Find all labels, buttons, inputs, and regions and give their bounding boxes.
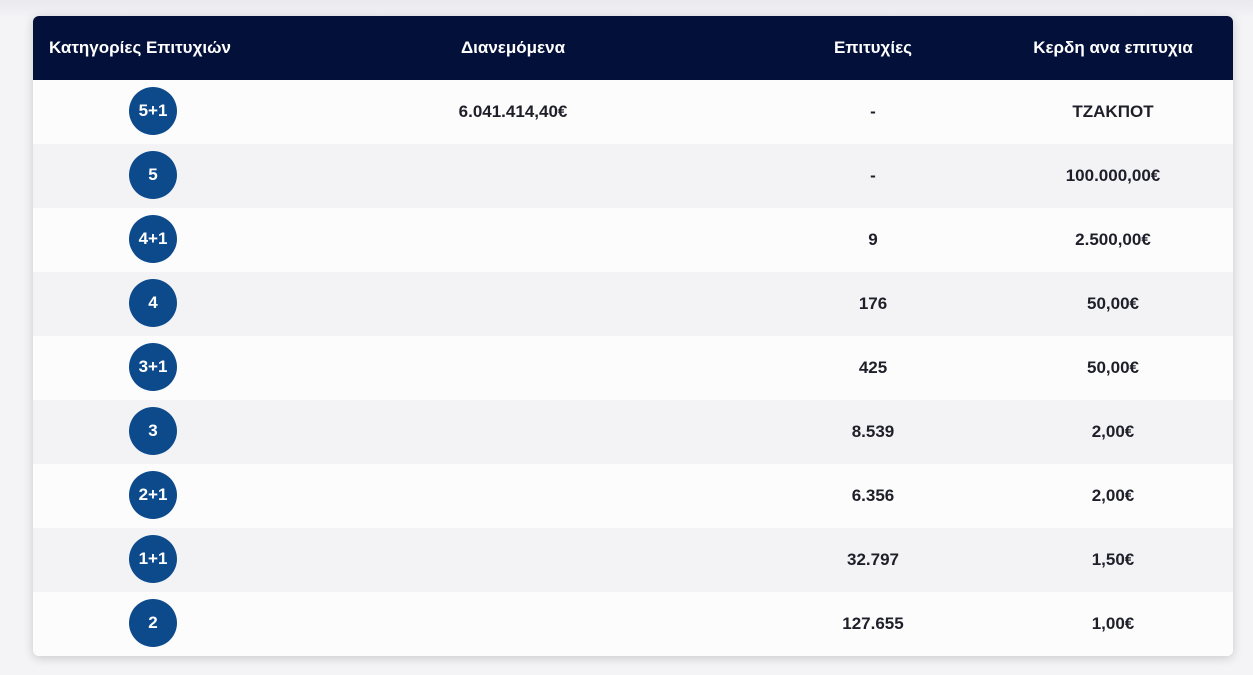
category-badge: 4 (129, 279, 177, 327)
table-row: 4+1 9 2.500,00€ (33, 208, 1233, 272)
category-cell: 3+1 (33, 336, 273, 400)
prize-cell: ΤΖΑΚΠΟΤ (1072, 102, 1154, 121)
prize-cell: 2,00€ (1091, 486, 1135, 505)
category-badge: 3+1 (129, 343, 177, 391)
winners-cell: 6.356 (851, 486, 895, 505)
winners-cell: 176 (858, 294, 888, 313)
distributed-cell (273, 208, 753, 272)
distributed-cell (273, 272, 753, 336)
prize-cell: 1,50€ (1091, 550, 1135, 569)
table-row: 2+1 6.356 2,00€ (33, 464, 1233, 528)
distributed-cell: 6.041.414,40€ (458, 102, 568, 121)
category-badge: 5 (129, 151, 177, 199)
distributed-cell (273, 592, 753, 656)
category-cell: 4 (33, 272, 273, 336)
prize-cell: 50,00€ (1087, 294, 1139, 313)
header-row: Κατηγορίες Επιτυχιών Διανεμόμενα Επιτυχί… (33, 16, 1233, 80)
table-row: 4 176 50,00€ (33, 272, 1233, 336)
category-cell: 3 (33, 400, 273, 464)
distributed-cell (273, 144, 753, 208)
winners-cell: 425 (858, 358, 888, 377)
results-card: Κατηγορίες Επιτυχιών Διανεμόμενα Επιτυχί… (33, 16, 1233, 656)
winners-cell: - (870, 166, 876, 185)
winnings-table: Κατηγορίες Επιτυχιών Διανεμόμενα Επιτυχί… (33, 16, 1233, 656)
category-badge: 2 (129, 599, 177, 647)
category-cell: 2 (33, 592, 273, 656)
category-badge: 3 (129, 407, 177, 455)
prize-cell: 100.000,00€ (1065, 166, 1161, 185)
table-row: 5+1 6.041.414,40€ - ΤΖΑΚΠΟΤ (33, 80, 1233, 144)
category-cell: 4+1 (33, 208, 273, 272)
table-row: 1+1 32.797 1,50€ (33, 528, 1233, 592)
header-prize: Κερδη ανα επιτυχια (993, 16, 1233, 80)
header-winners-label: Επιτυχίες (834, 38, 912, 57)
distributed-cell (273, 464, 753, 528)
distributed-cell (273, 400, 753, 464)
prize-cell: 2.500,00€ (1075, 230, 1151, 249)
winners-cell: 8.539 (851, 422, 895, 441)
table-header: Κατηγορίες Επιτυχιών Διανεμόμενα Επιτυχί… (33, 16, 1233, 80)
category-badge: 5+1 (129, 87, 177, 135)
table-row: 3+1 425 50,00€ (33, 336, 1233, 400)
header-winners: Επιτυχίες (753, 16, 993, 80)
header-category: Κατηγορίες Επιτυχιών (49, 38, 231, 57)
prize-cell: 1,00€ (1091, 614, 1135, 633)
header-distributed-label: Διανεμόμενα (460, 38, 566, 57)
winners-cell: 32.797 (847, 550, 899, 569)
distributed-cell (273, 528, 753, 592)
winners-cell: - (870, 102, 876, 121)
winners-cell: 127.655 (842, 614, 904, 633)
table-body: 5+1 6.041.414,40€ - ΤΖΑΚΠΟΤ 5 - 100.000,… (33, 80, 1233, 656)
table-row: 5 - 100.000,00€ (33, 144, 1233, 208)
prize-cell: 2,00€ (1091, 422, 1135, 441)
category-badge: 4+1 (129, 215, 177, 263)
header-prize-label: Κερδη ανα επιτυχια (1033, 38, 1193, 57)
distributed-cell (273, 336, 753, 400)
table-row: 2 127.655 1,00€ (33, 592, 1233, 656)
prize-cell: 50,00€ (1087, 358, 1139, 377)
category-badge: 2+1 (129, 471, 177, 519)
category-cell: 1+1 (33, 528, 273, 592)
category-badge: 1+1 (129, 535, 177, 583)
table-row: 3 8.539 2,00€ (33, 400, 1233, 464)
category-cell: 5 (33, 144, 273, 208)
category-cell: 5+1 (33, 80, 273, 144)
header-distributed: Διανεμόμενα (273, 16, 753, 80)
winners-cell: 9 (868, 230, 878, 249)
category-cell: 2+1 (33, 464, 273, 528)
